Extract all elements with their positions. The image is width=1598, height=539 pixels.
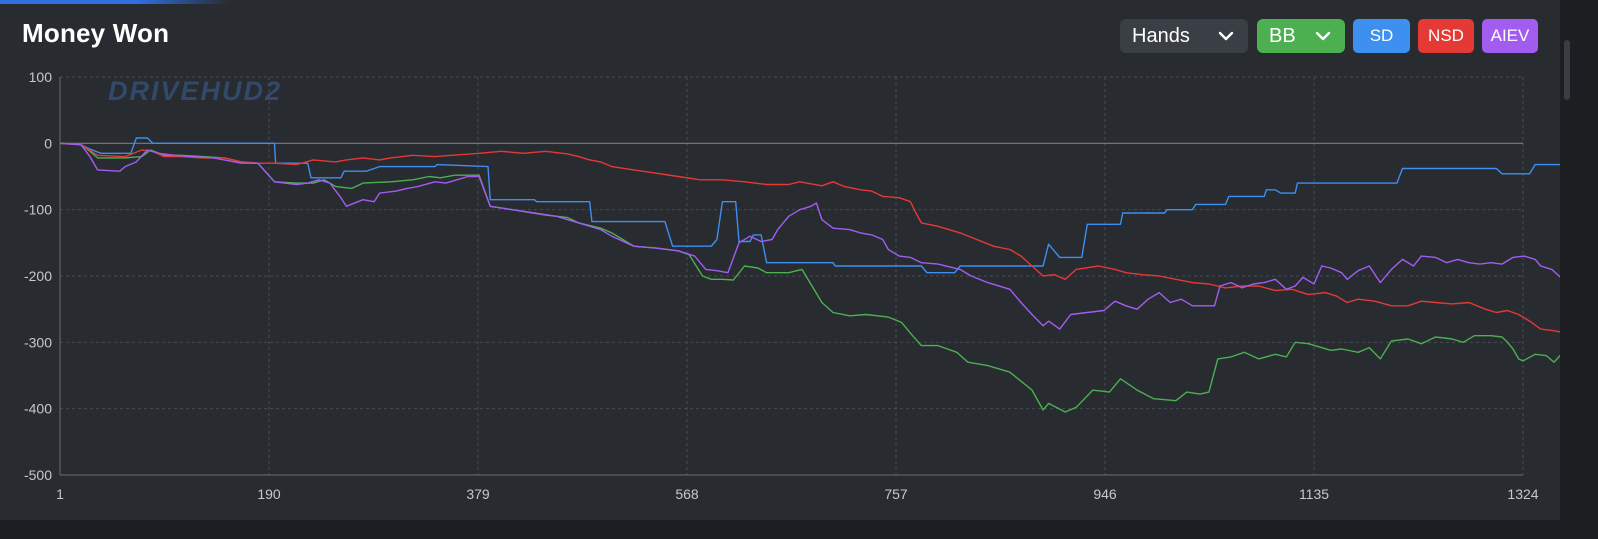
y-tick-label: 100 (29, 69, 53, 85)
x-tick-label: 568 (675, 486, 699, 500)
x-tick-label: 190 (257, 486, 281, 500)
x-axis-dropdown[interactable]: Hands (1120, 19, 1248, 53)
watermark-logo: DRIVEHUD2 (108, 76, 283, 106)
x-tick-label: 1 (56, 486, 64, 500)
x-tick-label: 946 (1093, 486, 1117, 500)
y-tick-label: -500 (24, 467, 52, 483)
top-accent-bar (0, 0, 230, 4)
aiev-toggle-button[interactable]: AIEV (1482, 19, 1538, 53)
x-tick-label: 757 (884, 486, 908, 500)
x-axis-dropdown-label: Hands (1132, 24, 1190, 47)
bottom-strip (0, 520, 1560, 539)
y-tick-label: -200 (24, 268, 52, 284)
chevron-down-icon (1315, 31, 1331, 41)
series-lines (59, 137, 1560, 413)
y-tick-label: -300 (24, 334, 52, 350)
y-tick-label: -400 (24, 401, 52, 417)
scrollbar-thumb[interactable] (1564, 40, 1570, 100)
chart-grid (60, 76, 1524, 475)
y-axis-ticks: 100 0 -100 -200 -300 -400 -500 (24, 69, 52, 483)
x-tick-label: 1135 (1299, 486, 1329, 500)
y-tick-label: 0 (44, 135, 52, 151)
chart-panel (0, 0, 1560, 520)
x-tick-label: 379 (466, 486, 490, 500)
unit-dropdown[interactable]: BB (1257, 19, 1345, 53)
sd-toggle-button[interactable]: SD (1353, 19, 1410, 53)
series-line-total (59, 142, 1560, 413)
line-chart: 100 0 -100 -200 -300 -400 -500 1 190 379 568 757 94… (24, 69, 1560, 500)
x-tick-label: 1324 (1507, 486, 1538, 500)
chevron-down-icon (1218, 31, 1234, 41)
x-axis-ticks: 1 190 379 568 757 946 1135 1324 (56, 486, 1539, 500)
series-line-aiev (59, 142, 1560, 330)
nsd-toggle-button[interactable]: NSD (1418, 19, 1474, 53)
series-line-nsd (59, 142, 1560, 333)
chart-title: Money Won (22, 18, 170, 48)
series-line-sd (59, 137, 1560, 274)
y-tick-label: -100 (24, 202, 52, 218)
unit-dropdown-label: BB (1269, 24, 1296, 47)
